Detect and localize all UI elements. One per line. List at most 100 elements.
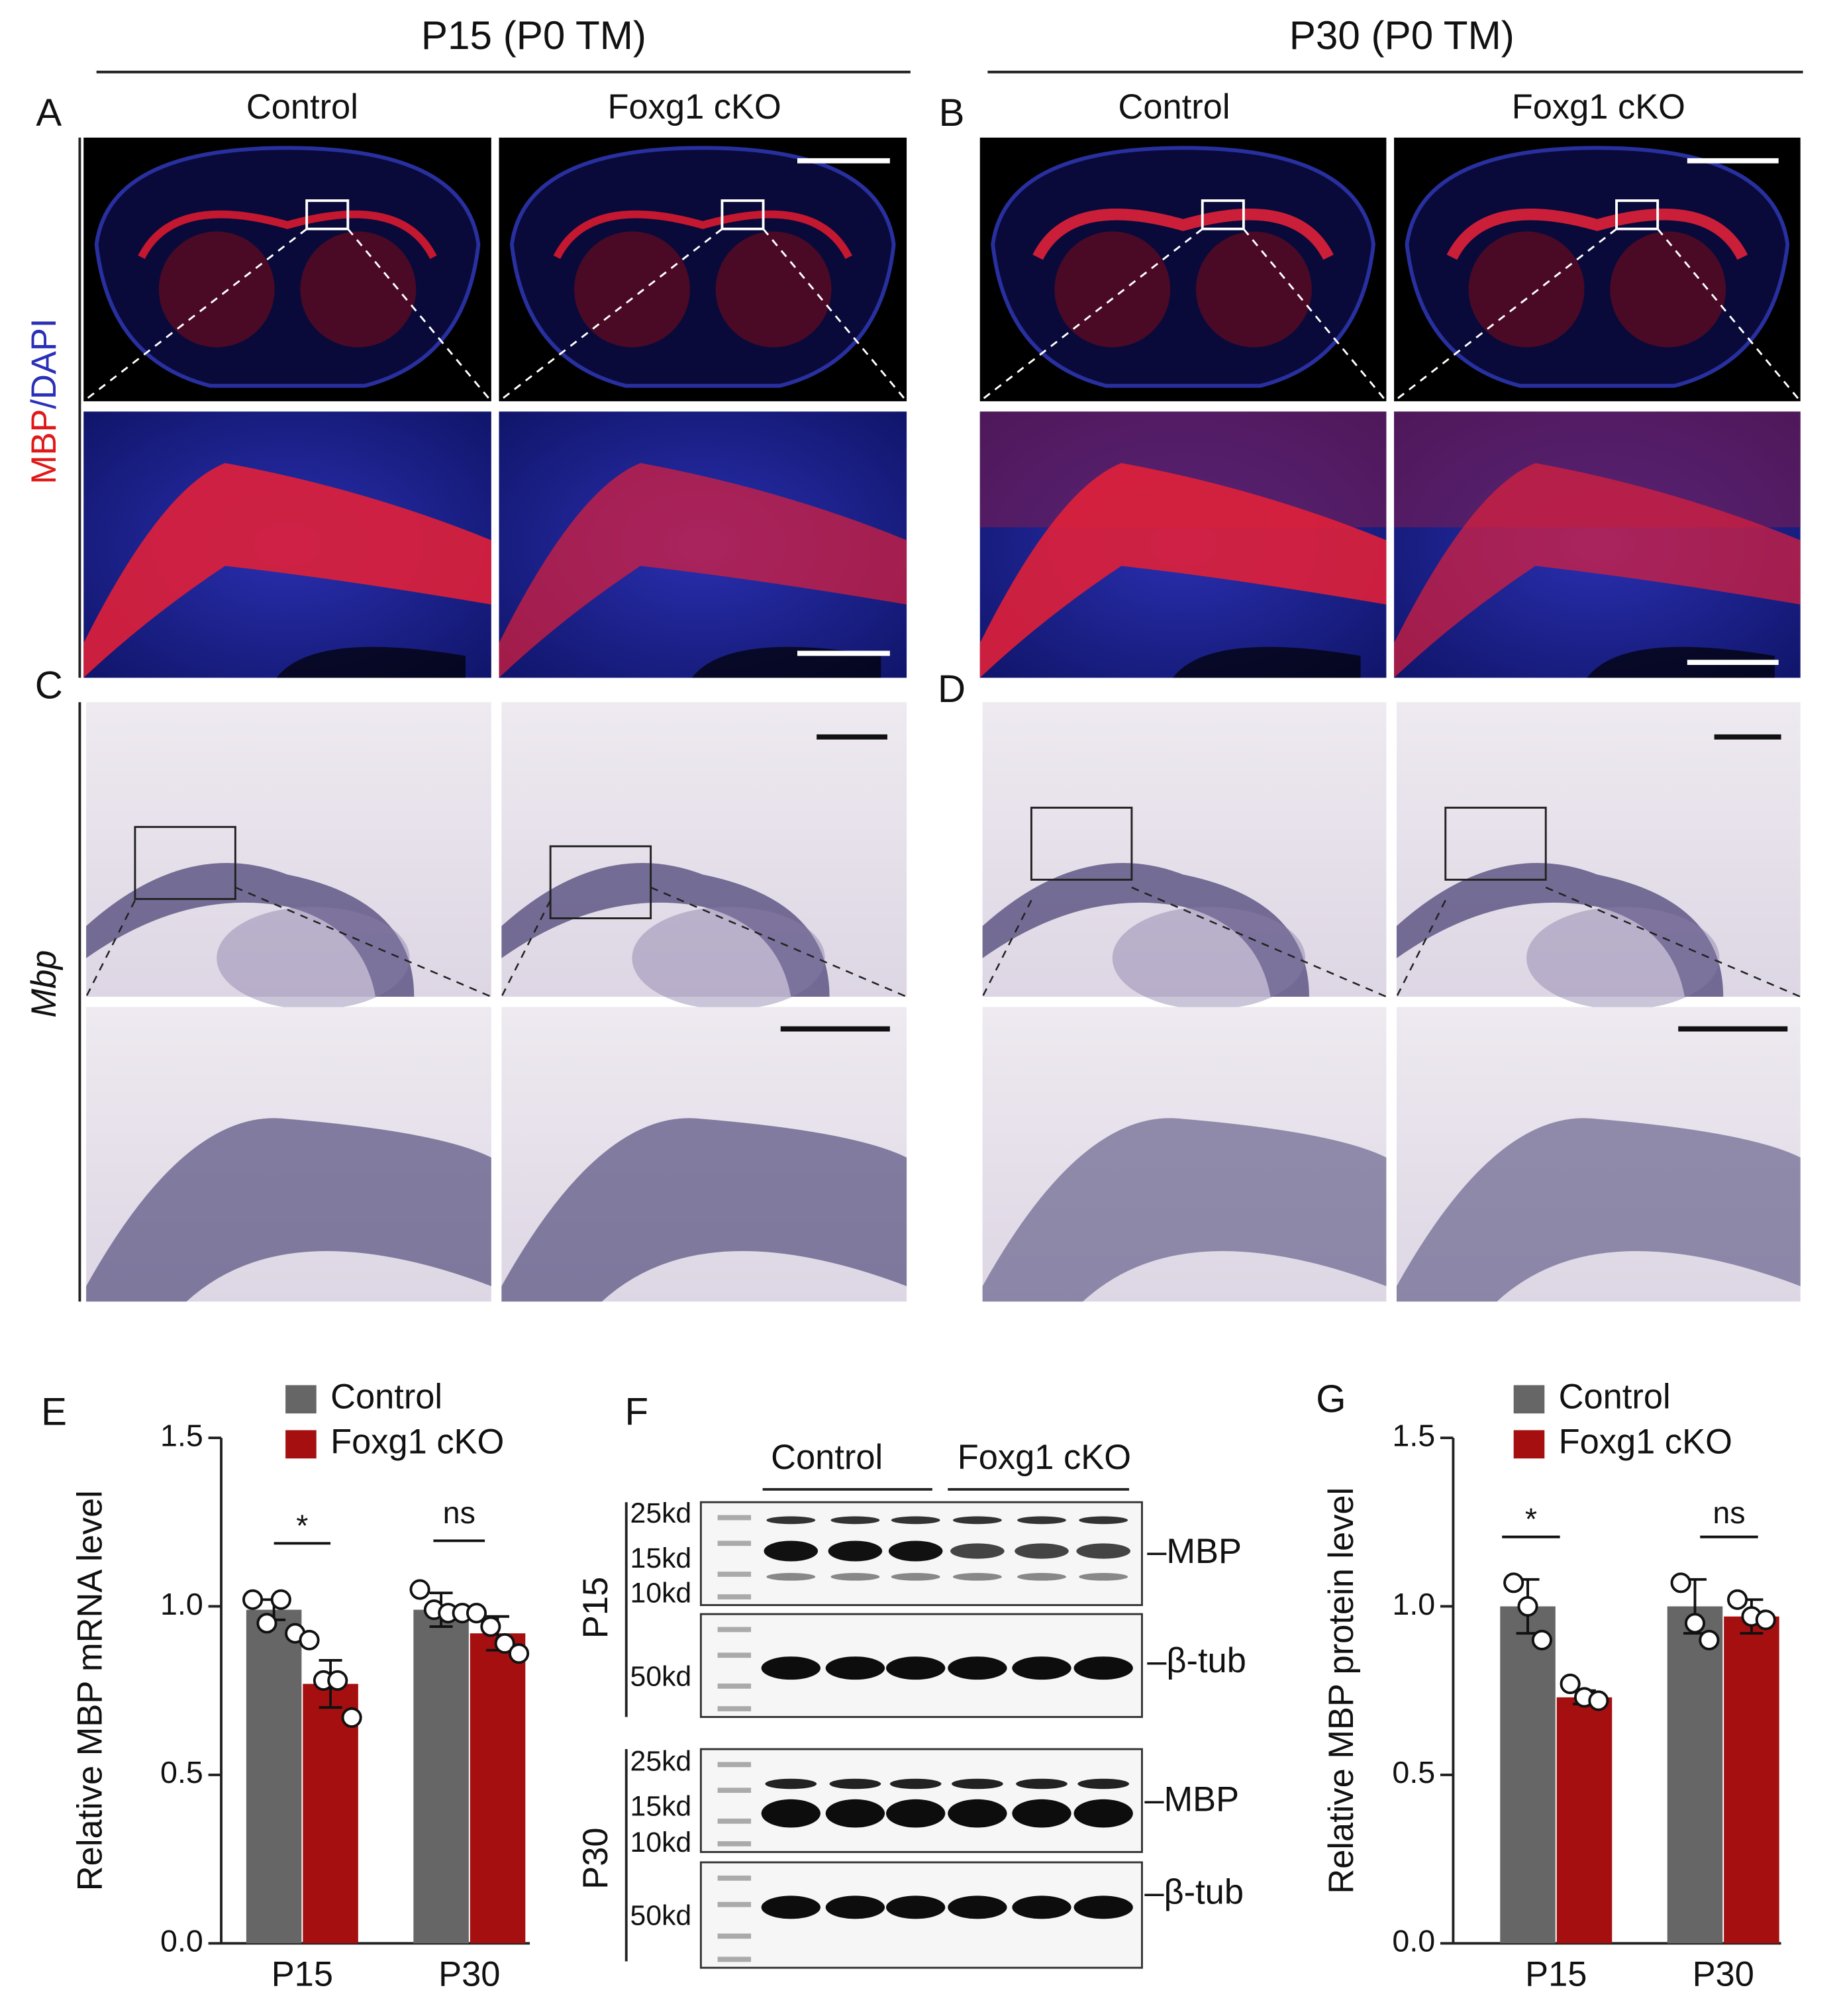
blot-band	[952, 1778, 1003, 1789]
significance-label: ns	[443, 1495, 475, 1530]
blot-band	[761, 1895, 820, 1919]
column-label: Foxg1 cKO	[608, 88, 781, 126]
ish-zoom-band	[501, 1118, 907, 1302]
white-matter	[138, 210, 437, 260]
panel-letter: G	[1316, 1378, 1346, 1421]
callosum-band	[979, 463, 1387, 678]
charts: 0.0 0.5 1.0 1.5 Relative MBP mRNA level P15 P3…	[72, 1378, 1781, 1994]
blot-band	[766, 1516, 816, 1525]
data-point	[1727, 1589, 1748, 1610]
panel-letter: E	[41, 1391, 67, 1434]
ladder-band	[717, 1818, 752, 1824]
y-tick-label: 0.0	[160, 1924, 203, 1958]
blot-band	[1073, 1895, 1133, 1919]
inset-box	[721, 199, 765, 230]
data-point	[299, 1629, 320, 1650]
striatum	[715, 231, 832, 348]
blot-group: Foxg1 cKO	[958, 1438, 1131, 1477]
y-axis-label: Relative MBP protein level	[1322, 1487, 1361, 1894]
ish-overview	[501, 702, 907, 997]
legend-label: Control	[1559, 1378, 1671, 1417]
legend-label: Foxg1 cKO	[330, 1423, 504, 1462]
ladder-band	[717, 1652, 752, 1658]
inset-box	[1030, 807, 1133, 881]
blot-band	[825, 1656, 885, 1680]
blot-band	[765, 1778, 817, 1789]
blot-band	[761, 1656, 820, 1680]
blot-row: P15	[577, 1577, 615, 1638]
blot-band	[952, 1572, 1002, 1581]
ladder-band	[717, 1594, 752, 1600]
x-tick-label: P15	[1525, 1956, 1587, 1994]
y-tick-label: 1.5	[160, 1418, 203, 1452]
y-tick-label: 1.0	[160, 1587, 203, 1621]
column-label: Control	[1118, 88, 1230, 126]
inset-box	[1615, 199, 1660, 230]
column-label: Foxg1 cKO	[1512, 88, 1685, 126]
significance-label: *	[296, 1508, 308, 1542]
inset-guide	[1395, 886, 1801, 998]
blot-band	[1012, 1799, 1071, 1828]
ladder-band	[717, 1572, 752, 1577]
blot-band	[889, 1778, 942, 1789]
data-point	[409, 1579, 430, 1600]
ladder-band	[717, 1515, 752, 1521]
blot-band	[1017, 1516, 1066, 1525]
ventricle	[276, 646, 466, 678]
blot-band	[825, 1799, 885, 1828]
striatum	[1054, 231, 1171, 348]
inset-box	[549, 845, 652, 920]
bar	[1724, 1616, 1779, 1944]
panel-letter: F	[624, 1391, 648, 1434]
ladder-band	[717, 1788, 752, 1793]
striatum	[300, 231, 417, 348]
brain-outline	[1405, 146, 1790, 388]
blot-band	[1077, 1778, 1130, 1789]
brain-outline	[991, 146, 1375, 388]
data-point	[341, 1707, 362, 1728]
legend-label: Control	[330, 1378, 442, 1417]
marker-label: 25kd	[630, 1497, 692, 1529]
ish-band	[501, 863, 830, 997]
brain-outline	[94, 146, 481, 388]
bar	[413, 1609, 469, 1944]
ish-striatum	[1526, 907, 1720, 1010]
blot-band	[828, 1540, 883, 1562]
y-axis-label: Relative MBP mRNA level	[72, 1490, 110, 1891]
bar	[470, 1633, 526, 1944]
white-matter	[1446, 208, 1748, 260]
ish-overview	[982, 702, 1387, 997]
blot-band	[891, 1516, 940, 1525]
band-label: –β-tub	[1147, 1642, 1246, 1680]
data-point	[242, 1589, 264, 1610]
y-tick-label: 0.5	[1392, 1755, 1435, 1789]
blot-band	[891, 1572, 940, 1581]
blot-band	[830, 1516, 880, 1525]
ish-band	[1396, 863, 1724, 997]
legend-swatch	[285, 1430, 317, 1459]
inset-guide	[85, 886, 492, 998]
inset-guide	[1393, 228, 1801, 403]
ladder-band	[717, 1627, 752, 1633]
ish-striatum	[632, 907, 825, 1010]
blot-band	[1016, 1778, 1068, 1789]
marker-label: 10kd	[630, 1577, 692, 1609]
ish-striatum	[1112, 907, 1306, 1010]
blot-band	[1079, 1572, 1128, 1581]
bar	[246, 1609, 302, 1944]
striatum	[1468, 231, 1585, 348]
ladder-band	[717, 1933, 752, 1939]
band-label: –MBP	[1147, 1533, 1242, 1571]
blot-band	[948, 1656, 1007, 1680]
inset-guide	[501, 886, 907, 998]
blot-band	[950, 1543, 1005, 1559]
bar	[1500, 1606, 1556, 1944]
group-header: P30 (P0 TM)	[1289, 13, 1515, 58]
inset-guide	[83, 228, 492, 403]
blot-band	[1012, 1895, 1071, 1919]
blot-band	[886, 1656, 946, 1680]
blot-band	[948, 1799, 1007, 1828]
ish-zoom-band	[982, 1118, 1387, 1302]
